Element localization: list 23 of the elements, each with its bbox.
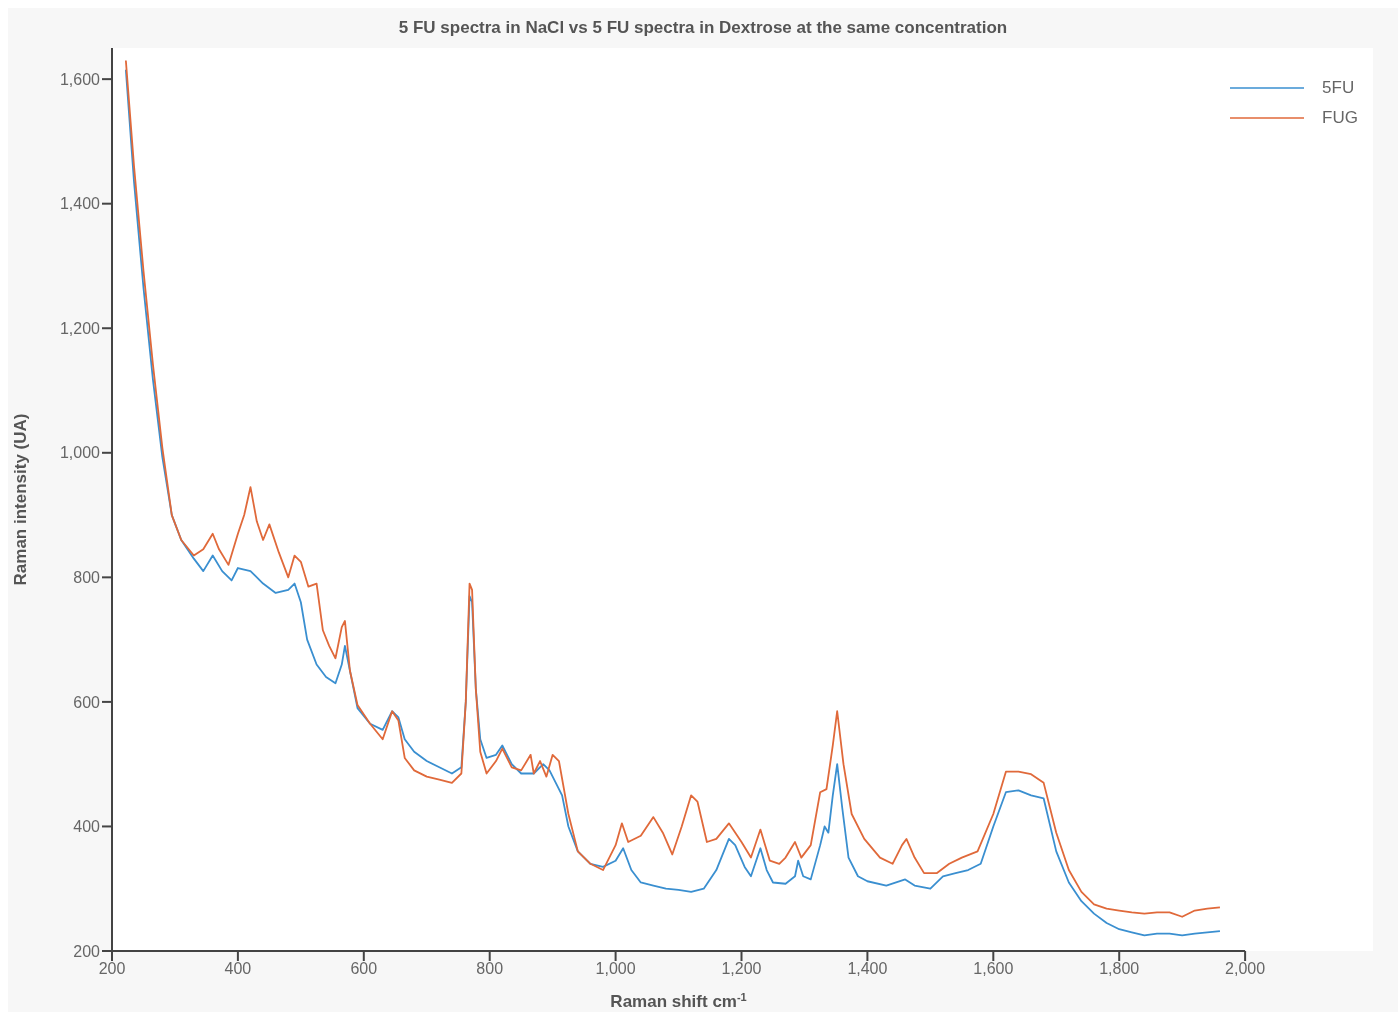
y-tick-label: 1,400 [59,195,101,213]
x-axis-title: Raman shift cm$^{-1}$ [610,991,747,1011]
x-tick-label: 1,600 [973,960,1014,978]
x-tick-label: 2,000 [1225,960,1266,978]
x-tick-label: 1,400 [847,960,888,978]
y-tick-label: 1,000 [59,444,101,462]
x-tick-label: 1,000 [595,960,636,978]
y-tick-label: 600 [73,693,101,711]
chart-title: 5 FU spectra in NaCl vs 5 FU spectra in Dextrose at the same concentration [397,18,1009,38]
y-tick-label: 1,200 [59,319,101,337]
y-axis-title: Raman intensity (UA) [11,413,30,586]
x-tick-label: 200 [98,960,126,978]
y-tick-label: 1,600 [59,70,101,88]
x-tick-label: 800 [476,960,504,978]
y-tick-label: 200 [73,942,101,960]
x-tick-label: 400 [224,960,252,978]
legend-label: 5FU [1322,78,1355,98]
legend-label: FUG [1322,108,1358,128]
y-tick-label: 800 [73,569,101,587]
x-tick-label: 600 [350,960,378,978]
x-tick-label: 1,800 [1099,960,1140,978]
x-tick-label: 1,200 [721,960,762,978]
y-tick-label: 400 [73,818,101,836]
